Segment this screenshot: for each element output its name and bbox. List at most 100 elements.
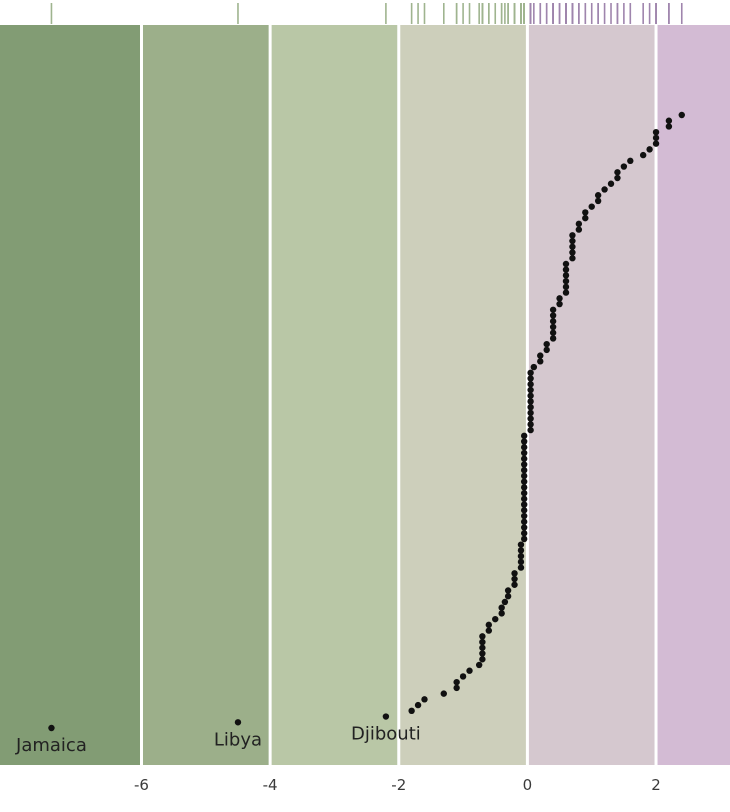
data-point: [520, 484, 528, 491]
data-point: [511, 575, 518, 583]
data-point: [408, 707, 415, 715]
x-tick-label: 2: [651, 776, 661, 794]
data-point: [527, 392, 534, 399]
data-points: [48, 111, 685, 732]
data-point: [549, 329, 557, 336]
data-point: [614, 169, 621, 176]
data-point: [475, 661, 483, 669]
data-point: [614, 174, 621, 182]
data-point: [530, 363, 538, 371]
data-point: [466, 667, 473, 674]
data-point: [520, 512, 528, 520]
data-point: [527, 369, 534, 377]
data-point: [520, 507, 528, 514]
data-point: [527, 415, 534, 422]
data-point: [414, 701, 422, 709]
data-point: [652, 128, 660, 136]
data-point: [479, 638, 486, 646]
data-point: [48, 724, 55, 732]
data-point: [485, 621, 493, 629]
data-point: [501, 598, 509, 606]
x-tick-label: 0: [523, 776, 533, 794]
data-point: [498, 610, 505, 617]
data-point: [627, 157, 634, 165]
data-point: [569, 232, 576, 239]
data-point: [520, 489, 528, 497]
data-point: [527, 386, 534, 394]
data-point: [527, 375, 534, 382]
background-band: [270, 25, 399, 765]
data-point: [453, 678, 460, 686]
data-point: [569, 243, 576, 250]
data-point: [504, 593, 512, 600]
data-point: [620, 163, 628, 170]
data-point: [527, 426, 534, 434]
data-point: [678, 111, 685, 119]
data-point: [440, 690, 447, 697]
data-point: [517, 564, 525, 571]
x-axis: -6 -4 -2 0 2: [134, 776, 661, 794]
data-point: [543, 340, 550, 348]
data-point: [562, 289, 570, 296]
data-point: [520, 478, 528, 485]
data-point: [527, 421, 534, 428]
data-point: [652, 140, 660, 147]
data-point: [582, 209, 589, 216]
data-point: [520, 432, 528, 440]
data-point: [485, 627, 493, 634]
background-band: [656, 25, 730, 765]
data-point: [607, 180, 615, 187]
data-point: [479, 656, 486, 663]
data-point: [520, 495, 528, 503]
data-point: [556, 295, 563, 302]
data-point: [527, 398, 534, 405]
data-point: [520, 518, 528, 525]
data-point: [582, 214, 589, 222]
data-point: [575, 220, 583, 228]
data-point: [520, 535, 528, 543]
data-point: [569, 249, 576, 256]
data-point: [601, 186, 608, 193]
data-point: [520, 472, 528, 480]
data-point: [562, 266, 570, 273]
data-point: [646, 146, 653, 153]
data-point: [459, 673, 467, 680]
data-point: [479, 633, 486, 640]
data-point: [549, 318, 557, 325]
data-point: [520, 466, 528, 474]
data-point: [517, 552, 525, 560]
background-bands: [0, 25, 730, 765]
data-point: [594, 197, 602, 205]
data-point: [562, 260, 570, 268]
data-point: [543, 346, 550, 354]
background-band: [398, 25, 528, 765]
data-point: [504, 587, 512, 594]
data-point: [492, 615, 499, 623]
data-point: [639, 151, 647, 159]
background-band: [141, 25, 271, 765]
data-point: [453, 684, 460, 692]
data-point: [665, 123, 673, 130]
data-point: [575, 226, 583, 233]
data-point: [549, 306, 557, 313]
data-point: [234, 719, 242, 726]
data-point: [588, 203, 595, 210]
x-tick-label: -4: [263, 776, 278, 794]
data-point: [421, 696, 428, 703]
data-point: [479, 650, 486, 657]
data-point: [520, 530, 528, 537]
data-point: [562, 283, 570, 291]
data-point: [520, 501, 528, 508]
data-point: [479, 644, 486, 651]
data-point: [652, 134, 660, 142]
data-point: [520, 438, 528, 445]
data-point: [520, 444, 528, 451]
data-point: [562, 272, 570, 279]
data-point: [498, 604, 505, 611]
data-point: [517, 541, 525, 548]
point-label-djibouti: Djibouti: [351, 724, 421, 745]
data-point: [562, 277, 570, 285]
rug-marks: [50, 3, 683, 24]
point-labels: Jamaica Libya Djibouti: [15, 724, 421, 756]
